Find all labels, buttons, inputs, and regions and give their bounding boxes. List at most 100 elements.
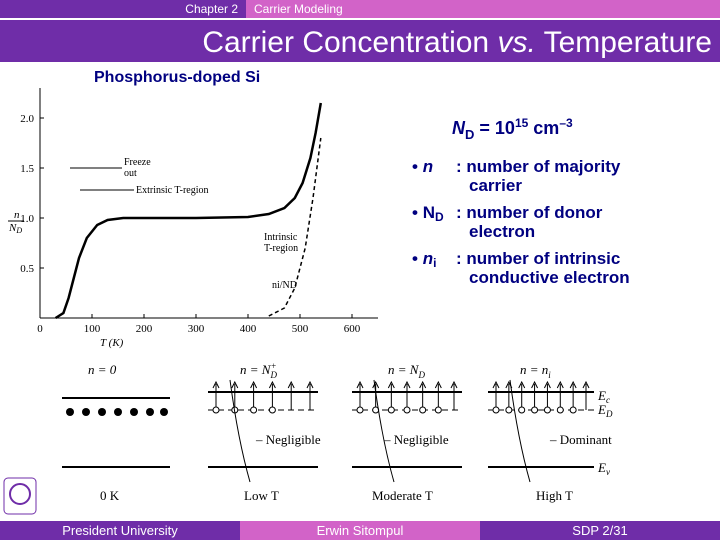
label-part: D (417, 370, 425, 380)
logo (3, 477, 37, 515)
diagram-label: n = 0 (88, 362, 117, 377)
y-label-den: ND (8, 222, 22, 235)
ionized (492, 406, 500, 414)
footer-text: SDP 2/31 (572, 523, 627, 538)
arrow-head (518, 380, 526, 389)
level-part: E (597, 460, 606, 475)
arrow-head (569, 380, 577, 389)
eq-part: cm (528, 118, 559, 138)
ionized (356, 406, 364, 414)
bullet: • ND: number of donor (412, 203, 603, 224)
sub: D (435, 210, 444, 224)
diagram-label: n = ni (520, 362, 551, 380)
arrow-head (556, 380, 564, 389)
title: Carrier Concentration vs. Temperature (202, 26, 712, 59)
annotation: Extrinsic T-region (136, 185, 209, 196)
term: n (423, 249, 433, 268)
arrow-head (306, 380, 314, 389)
y-tick-label: 2.0 (20, 113, 34, 125)
title-part: Temperature (536, 26, 712, 59)
bullet: • ni: number of intrinsic (412, 249, 620, 270)
eq-part: –3 (559, 116, 573, 130)
label-part: n = N (240, 362, 272, 377)
arrow-head (582, 380, 590, 389)
sub: i (433, 256, 436, 270)
arrow-head (531, 380, 539, 389)
x-tick-label: 400 (240, 323, 257, 335)
x-tick-label: 100 (84, 323, 101, 335)
ionized (419, 406, 427, 414)
title-part: vs. (497, 26, 535, 59)
ionized (403, 406, 411, 414)
diagram-temp: 0 K (100, 488, 120, 503)
ionized (268, 406, 276, 414)
x-tick-label: 600 (344, 323, 361, 335)
x-tick-label: 0 (37, 323, 43, 335)
x-tick-label: 500 (292, 323, 309, 335)
logo-circle (9, 483, 31, 505)
eq-part: = 10 (474, 118, 515, 138)
arrow-head (287, 380, 295, 389)
den-sub: D (15, 226, 22, 235)
level: Ec (597, 388, 610, 405)
bullets: • n: number of majority carrier • ND: nu… (412, 157, 630, 287)
level: ED (597, 402, 613, 419)
ionized (505, 406, 513, 414)
level-part: D (605, 409, 613, 419)
panels (208, 379, 594, 483)
desc: : number of intrinsic (456, 249, 620, 268)
footer-left (0, 521, 240, 540)
subtitle: Phosphorus-doped Si (94, 69, 260, 86)
arrow-head (372, 380, 380, 389)
ionized (434, 406, 442, 414)
bullet: • n: number of majority (412, 157, 621, 176)
label-part: i (548, 370, 551, 380)
y-tick-label: 1.5 (20, 163, 34, 175)
ionized (250, 406, 258, 414)
desc: : number of majority (456, 157, 621, 176)
den: N (8, 222, 17, 234)
diagram-temp: High T (536, 488, 573, 503)
diagram-note: – Negligible (383, 432, 449, 447)
annotation: ni/ND (272, 280, 297, 291)
label-part: + (270, 361, 276, 371)
label-part: n = n (520, 362, 548, 377)
chapter: Chapter 2 (185, 2, 238, 16)
ionized (212, 406, 220, 414)
x-tick-label: 300 (188, 323, 205, 335)
eq-part: 15 (515, 116, 529, 130)
arrow-head (450, 380, 458, 389)
x-tick-label: 200 (136, 323, 153, 335)
ionized (387, 406, 395, 414)
level: Ev (597, 460, 610, 477)
y-tick-label: 0.5 (20, 263, 34, 275)
term: N (423, 203, 435, 222)
footer-center (240, 521, 480, 540)
desc2: conductive electron (469, 268, 630, 287)
header-left (0, 0, 246, 18)
header-right (246, 0, 720, 18)
annotation: T-region (264, 243, 298, 254)
curve (54, 102, 323, 320)
section: Carrier Modeling (254, 2, 343, 16)
band-diagrams: n = 0 0 K n = N+ D n = ND n = ni Low T Mo… (62, 361, 613, 503)
ionized (556, 406, 564, 414)
footer-right (480, 521, 720, 540)
label-part: D (270, 370, 278, 380)
diagram-label: n = N+ D (240, 361, 278, 380)
annotation: Intrinsic (264, 232, 298, 243)
arrow-head (387, 380, 395, 389)
y-label-num: n (14, 209, 20, 221)
footer-text: Erwin Sitompul (317, 523, 404, 538)
arrow-head (543, 380, 551, 389)
arrow-head (268, 380, 276, 389)
desc2: carrier (469, 176, 522, 195)
term: n (423, 157, 433, 176)
ionized (569, 406, 577, 414)
arrow-head (419, 380, 427, 389)
arrow-head (250, 380, 258, 389)
annotation: out (124, 168, 137, 179)
ionized (543, 406, 551, 414)
